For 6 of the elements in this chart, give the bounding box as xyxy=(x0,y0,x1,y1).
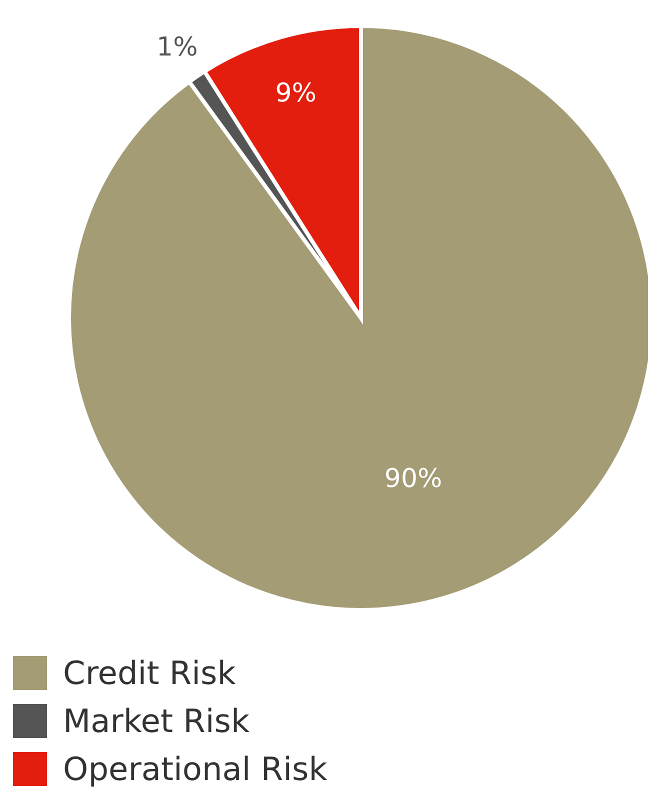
data-label: 1% xyxy=(156,32,198,63)
legend-label: Credit Risk xyxy=(63,654,236,692)
data-label: 90% xyxy=(384,464,442,494)
legend-label: Operational Risk xyxy=(63,750,328,788)
data-label: 9% xyxy=(275,78,316,109)
legend-label: Market Risk xyxy=(63,702,250,740)
